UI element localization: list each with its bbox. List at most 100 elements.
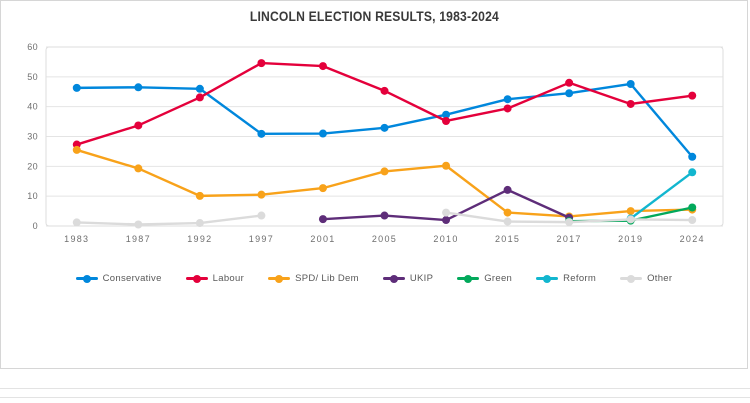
- data-point-UKIP-2010[interactable]: [442, 216, 451, 225]
- data-point-Conservative-2001[interactable]: [318, 129, 327, 138]
- legend-dot: [464, 274, 473, 283]
- x-axis-tick-2015: 2015: [495, 234, 520, 244]
- series-line-Reform: [629, 171, 694, 220]
- y-axis-tick-40: 40: [27, 102, 38, 112]
- x-axis-tick-2017: 2017: [557, 234, 582, 244]
- data-point-SPD/ Lib Dem-2019[interactable]: [626, 207, 635, 216]
- legend-marker-icon: [382, 274, 405, 283]
- legend-dot: [389, 274, 398, 283]
- y-axis-tick-50: 50: [27, 72, 38, 82]
- spreadsheet-gridline: [0, 397, 750, 398]
- data-point-SPD/ Lib Dem-2010[interactable]: [442, 161, 451, 170]
- data-point-Conservative-2024[interactable]: [688, 152, 697, 161]
- data-point-Labour-2024[interactable]: [688, 91, 697, 100]
- data-point-Labour-2015[interactable]: [503, 104, 512, 113]
- x-axis-tick-2024: 2024: [680, 234, 705, 244]
- data-point-Conservative-2005[interactable]: [380, 123, 389, 132]
- legend-dot: [82, 274, 91, 283]
- legend-label: Green: [484, 273, 513, 284]
- data-point-Other-1987[interactable]: [134, 220, 143, 229]
- data-point-SPD/ Lib Dem-2015[interactable]: [503, 208, 512, 217]
- data-point-Conservative-1987[interactable]: [134, 83, 143, 92]
- data-point-Labour-2019[interactable]: [626, 99, 635, 108]
- data-point-Other-2024[interactable]: [688, 216, 697, 225]
- y-axis-tick-60: 60: [27, 42, 38, 52]
- data-point-Labour-1997[interactable]: [257, 59, 266, 68]
- data-point-UKIP-2005[interactable]: [380, 211, 389, 220]
- legend-marker-icon: [75, 274, 98, 283]
- data-point-Other-2019[interactable]: [626, 215, 635, 224]
- data-point-Conservative-2015[interactable]: [503, 95, 512, 104]
- legend-dot: [543, 274, 552, 283]
- legend-item-other[interactable]: Other: [620, 273, 672, 284]
- x-axis-tick-1997: 1997: [249, 234, 274, 244]
- legend-item-green[interactable]: Green: [457, 273, 512, 284]
- series-line-Labour: [75, 61, 694, 146]
- data-point-SPD/ Lib Dem-1987[interactable]: [134, 164, 143, 173]
- data-point-Conservative-1983[interactable]: [72, 83, 81, 92]
- plot-frame: [45, 46, 724, 227]
- data-point-SPD/ Lib Dem-1997[interactable]: [257, 190, 266, 199]
- legend-marker-icon: [268, 274, 291, 283]
- y-axis-tick-0: 0: [33, 221, 38, 231]
- chart-title: LINCOLN ELECTION RESULTS, 1983-2024: [1, 9, 747, 24]
- x-axis-tick-2001: 2001: [310, 234, 335, 244]
- x-axis-tick-2019: 2019: [618, 234, 643, 244]
- data-point-Other-1992[interactable]: [195, 219, 204, 228]
- data-point-Other-2015[interactable]: [503, 217, 512, 226]
- legend-label: Other: [647, 273, 673, 284]
- data-point-UKIP-2001[interactable]: [318, 215, 327, 224]
- data-point-Conservative-2010[interactable]: [442, 110, 451, 119]
- spreadsheet-gridline: [0, 388, 750, 389]
- data-point-Green-2024[interactable]: [688, 203, 697, 212]
- data-point-Other-2010[interactable]: [442, 208, 451, 217]
- data-point-Labour-2001[interactable]: [318, 62, 327, 71]
- legend-label: SPD/ Lib Dem: [295, 273, 359, 284]
- data-point-Labour-1992[interactable]: [195, 93, 204, 102]
- legend-item-ukip[interactable]: UKIP: [382, 273, 434, 284]
- data-point-Labour-1987[interactable]: [134, 121, 143, 130]
- data-point-SPD/ Lib Dem-2001[interactable]: [318, 184, 327, 193]
- chart-legend: Conservative Labour SPD/ Lib Dem UKIP Green R…: [1, 273, 747, 284]
- legend-marker-icon: [457, 274, 480, 283]
- series-line-Other: [75, 214, 263, 226]
- data-point-Other-2017[interactable]: [565, 218, 574, 227]
- legend-label: Labour: [212, 273, 245, 284]
- plot-area[interactable]: 0 10 20 30 40 50 60 1983 1987 1992 1997 2001 2005 201…: [1, 1, 747, 263]
- x-axis-tick-2005: 2005: [372, 234, 397, 244]
- data-point-Conservative-1992[interactable]: [195, 84, 204, 93]
- y-axis-tick-20: 20: [27, 161, 38, 171]
- data-point-Other-1997[interactable]: [257, 211, 266, 220]
- data-point-SPD/ Lib Dem-1983[interactable]: [72, 145, 81, 154]
- legend-label: UKIP: [409, 273, 434, 284]
- data-point-Conservative-2019[interactable]: [626, 79, 635, 88]
- x-axis-tick-2010: 2010: [433, 234, 458, 244]
- data-point-Reform-2024[interactable]: [688, 168, 697, 177]
- series-line-Conservative: [75, 82, 694, 158]
- data-point-Conservative-1997[interactable]: [257, 129, 266, 138]
- legend-dot: [627, 274, 636, 283]
- x-axis-tick-1987: 1987: [126, 234, 151, 244]
- x-axis-tick-1992: 1992: [187, 234, 212, 244]
- legend-label: Reform: [563, 273, 597, 284]
- data-point-Labour-2017[interactable]: [565, 78, 574, 87]
- data-point-Labour-2010[interactable]: [442, 116, 451, 125]
- chart-title-text: LINCOLN ELECTION RESULTS, 1983-2024: [249, 9, 499, 24]
- data-point-SPD/ Lib Dem-1992[interactable]: [195, 191, 204, 200]
- legend-dot: [275, 274, 284, 283]
- data-point-Labour-2005[interactable]: [380, 86, 389, 95]
- legend-item-labour[interactable]: Labour: [185, 273, 245, 284]
- chart-object[interactable]: LINCOLN ELECTION RESULTS, 1983-2024 0 10 2…: [0, 0, 748, 369]
- data-point-UKIP-2015[interactable]: [503, 185, 512, 194]
- y-axis-tick-10: 10: [27, 191, 38, 201]
- legend-item-reform[interactable]: Reform: [536, 273, 596, 284]
- data-point-SPD/ Lib Dem-2005[interactable]: [380, 167, 389, 176]
- legend-item-spd-lib-dem[interactable]: SPD/ Lib Dem: [268, 273, 359, 284]
- legend-dot: [192, 274, 201, 283]
- legend-item-conservative[interactable]: Conservative: [75, 273, 162, 284]
- legend-label: Conservative: [102, 273, 162, 284]
- data-point-Other-1983[interactable]: [72, 218, 81, 227]
- legend-marker-icon: [536, 274, 559, 283]
- data-point-Conservative-2017[interactable]: [565, 89, 574, 98]
